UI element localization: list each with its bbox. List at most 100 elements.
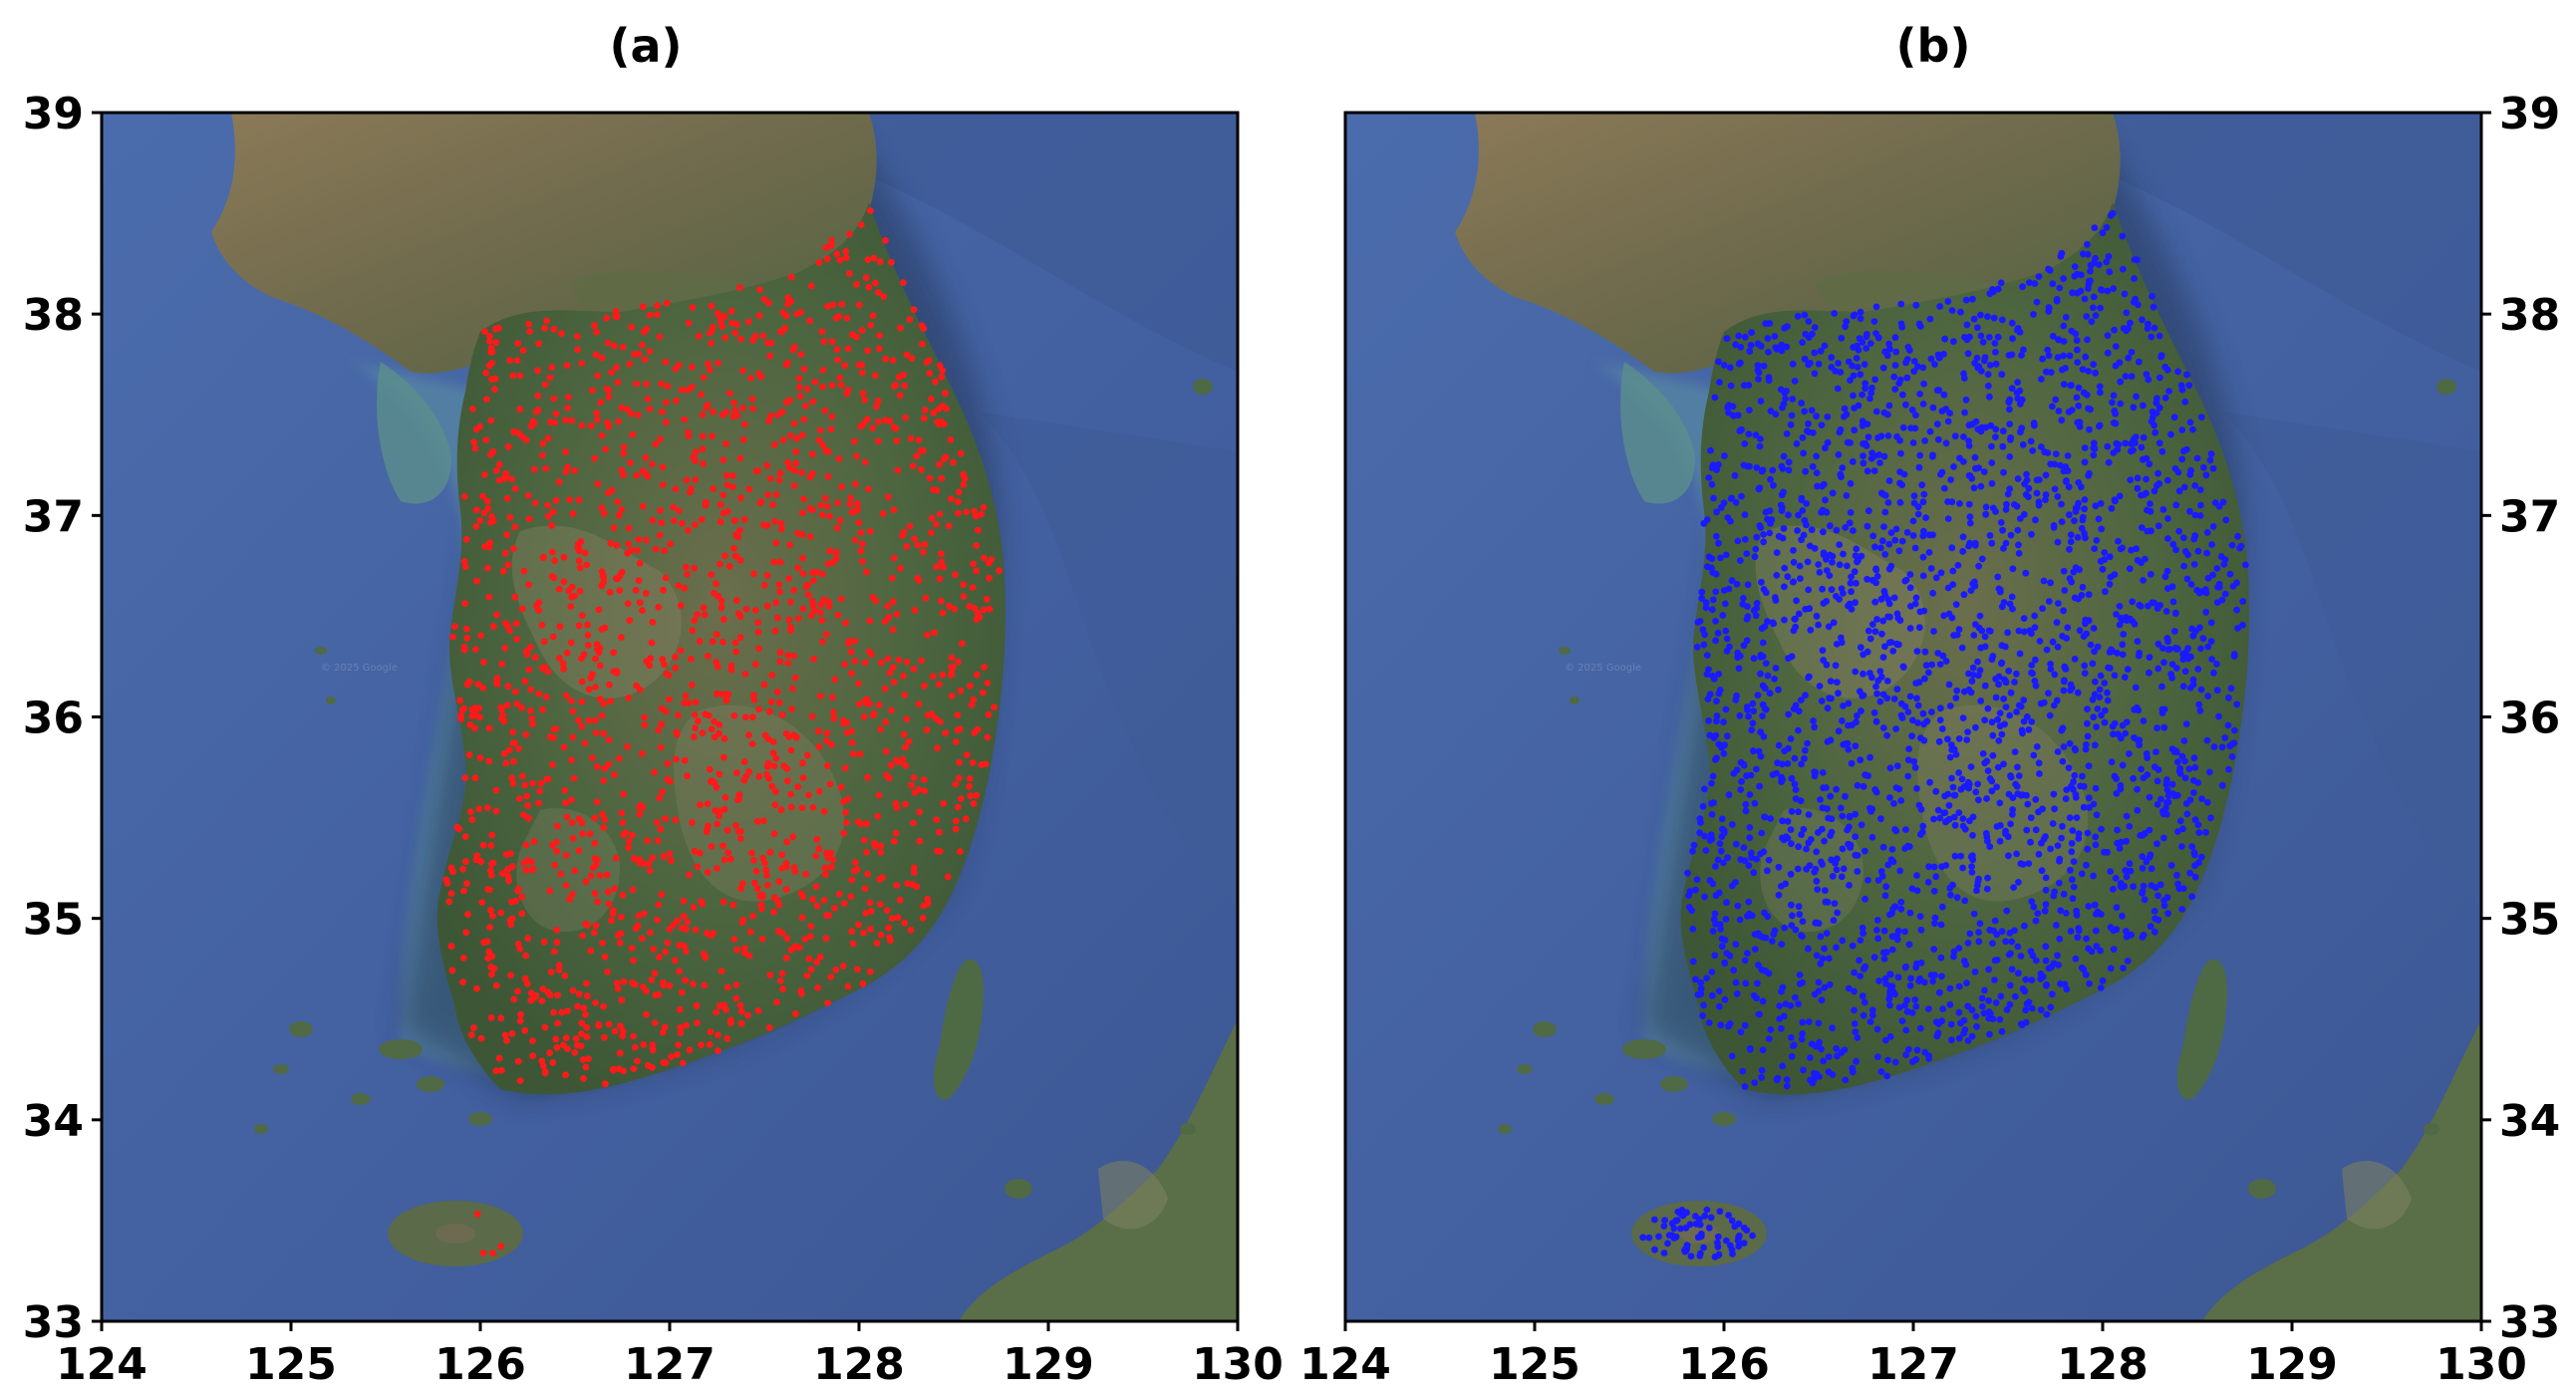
station-marker	[629, 430, 637, 438]
station-marker	[805, 955, 813, 963]
station-marker	[2001, 720, 2008, 728]
station-marker	[1826, 980, 1834, 988]
station-marker	[955, 658, 962, 666]
station-marker	[1740, 761, 1748, 769]
station-marker	[1886, 990, 1893, 998]
station-marker	[1830, 619, 1838, 627]
station-marker	[680, 897, 688, 905]
station-marker	[929, 673, 937, 681]
station-marker	[1954, 561, 1962, 569]
station-marker	[647, 929, 654, 937]
station-marker	[485, 757, 493, 765]
station-marker	[2083, 391, 2091, 399]
station-marker	[2042, 833, 2049, 840]
station-marker	[910, 819, 917, 827]
station-marker	[592, 922, 600, 930]
station-marker	[1861, 847, 1868, 855]
station-marker	[1711, 394, 1719, 402]
station-marker	[1994, 573, 2002, 581]
station-marker	[473, 984, 480, 992]
station-marker	[936, 848, 944, 855]
station-marker	[538, 665, 546, 672]
station-marker	[1749, 1232, 1756, 1240]
station-marker	[921, 407, 929, 414]
station-marker	[2042, 886, 2050, 894]
station-marker	[1950, 948, 1958, 956]
station-marker	[890, 679, 898, 686]
station-marker	[892, 829, 900, 837]
station-marker	[2209, 523, 2217, 530]
station-marker	[2087, 406, 2094, 414]
station-marker	[1725, 402, 1733, 410]
station-marker	[1969, 832, 1976, 839]
station-marker	[1870, 467, 1878, 474]
station-marker	[867, 925, 874, 933]
station-marker	[598, 354, 606, 362]
station-marker	[863, 849, 871, 856]
station-marker	[2013, 389, 2021, 397]
station-marker	[1933, 387, 1941, 394]
station-marker	[560, 666, 567, 673]
station-marker	[2188, 893, 2196, 901]
station-marker	[604, 969, 612, 976]
station-marker	[1868, 576, 1876, 584]
station-marker	[640, 910, 648, 918]
station-marker	[1876, 459, 1883, 466]
station-marker	[2156, 881, 2164, 889]
station-marker	[620, 978, 628, 985]
station-marker	[1727, 382, 1735, 390]
station-marker	[460, 887, 467, 895]
station-marker	[2113, 790, 2121, 797]
station-marker	[723, 826, 731, 834]
station-marker	[2093, 537, 2101, 544]
station-marker	[1998, 928, 2006, 936]
station-marker	[579, 830, 586, 838]
station-marker	[761, 859, 768, 867]
station-marker	[1919, 364, 1927, 372]
station-marker	[1984, 704, 1992, 712]
station-marker	[1972, 1012, 1980, 1020]
station-marker	[848, 670, 855, 678]
station-marker	[2226, 742, 2234, 750]
station-marker	[782, 399, 790, 407]
station-marker	[1937, 569, 1945, 577]
station-marker	[2117, 400, 2125, 408]
station-marker	[1860, 998, 1868, 1006]
station-marker	[803, 972, 811, 979]
station-marker	[497, 705, 505, 713]
station-marker	[1879, 843, 1887, 851]
station-marker	[519, 347, 527, 355]
station-marker	[2030, 903, 2038, 911]
station-marker	[1785, 710, 1792, 718]
station-marker	[713, 1008, 720, 1016]
station-marker	[866, 899, 874, 907]
station-marker	[2092, 841, 2100, 849]
station-marker	[1775, 863, 1783, 871]
station-marker	[730, 544, 737, 552]
station-marker	[713, 659, 720, 666]
station-marker	[1805, 420, 1812, 427]
station-marker	[702, 710, 709, 718]
station-marker	[693, 1001, 701, 1009]
station-marker	[1860, 651, 1867, 659]
station-marker	[540, 938, 548, 946]
station-marker	[1891, 1058, 1899, 1066]
station-marker	[1779, 1062, 1787, 1070]
station-marker	[895, 373, 903, 381]
station-marker	[1942, 658, 1950, 665]
station-marker	[1708, 800, 1715, 807]
station-marker	[535, 599, 543, 607]
station-marker	[640, 1040, 648, 1048]
station-marker	[2104, 689, 2111, 697]
station-marker	[654, 302, 661, 310]
station-marker	[1795, 726, 1802, 734]
station-marker	[569, 510, 577, 517]
station-marker	[973, 791, 981, 799]
station-marker	[1874, 677, 1882, 685]
station-marker	[2060, 890, 2068, 898]
station-marker	[2122, 867, 2130, 874]
station-marker	[465, 751, 473, 758]
panel-b: (b) © 2025 Google 124 125 126 127 128 129 130 …	[1299, 19, 2560, 1390]
station-marker	[2101, 706, 2109, 714]
station-marker	[776, 588, 783, 596]
